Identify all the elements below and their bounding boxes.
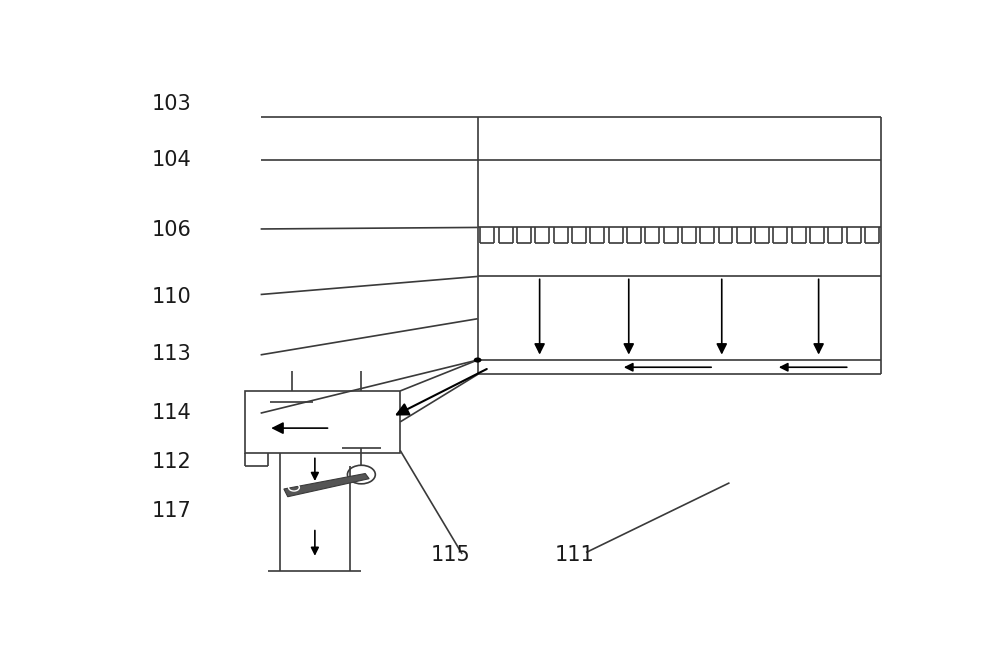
Bar (245, 391, 400, 453)
Polygon shape (284, 474, 369, 496)
Text: 111: 111 (555, 545, 595, 565)
Text: 106: 106 (152, 220, 192, 240)
Circle shape (474, 357, 482, 362)
Text: 114: 114 (152, 403, 192, 423)
Text: 117: 117 (152, 501, 192, 521)
Text: 112: 112 (152, 452, 192, 472)
Text: 115: 115 (431, 545, 471, 565)
Text: 103: 103 (152, 94, 192, 114)
Text: 104: 104 (152, 150, 192, 170)
Text: 110: 110 (152, 287, 192, 307)
Text: 113: 113 (152, 344, 192, 364)
